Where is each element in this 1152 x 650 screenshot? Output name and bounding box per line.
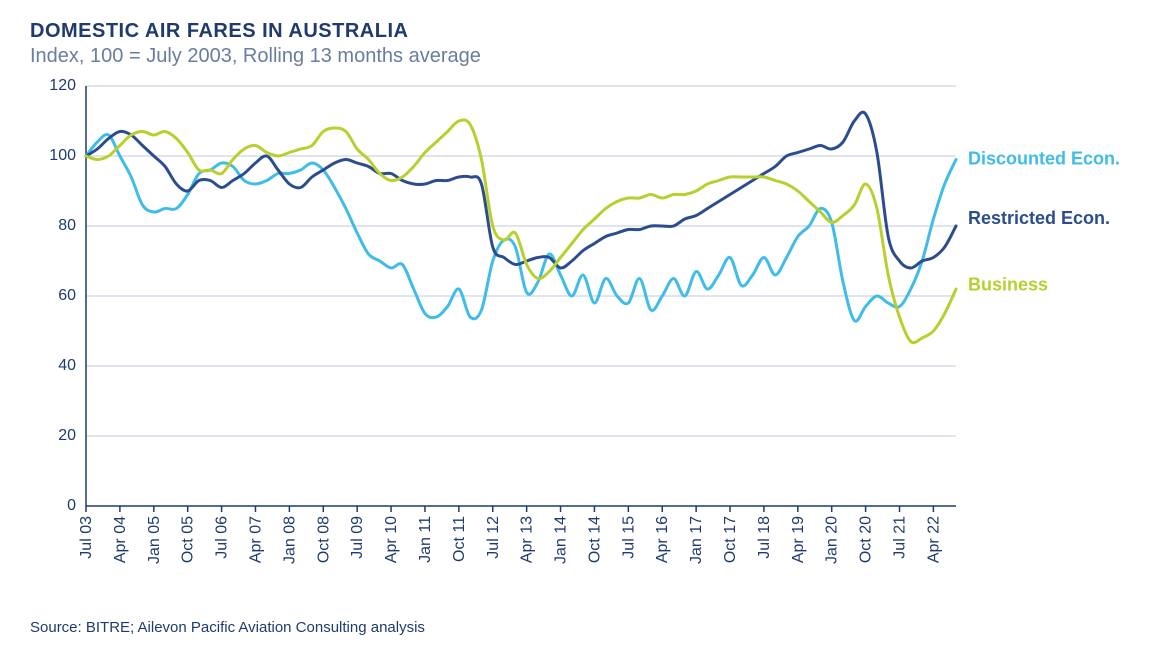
svg-text:Jan 14: Jan 14 <box>553 516 570 564</box>
svg-text:80: 80 <box>58 217 76 234</box>
svg-text:Jul 03: Jul 03 <box>78 516 95 559</box>
svg-text:Jan 17: Jan 17 <box>688 516 705 564</box>
series-label: Discounted Econ. <box>968 148 1120 168</box>
svg-text:Apr 22: Apr 22 <box>925 516 942 563</box>
svg-text:Apr 04: Apr 04 <box>112 516 129 563</box>
series-label: Business <box>968 274 1048 294</box>
svg-text:Apr 13: Apr 13 <box>519 516 536 563</box>
svg-text:Jul 21: Jul 21 <box>892 516 909 559</box>
chart-container: DOMESTIC AIR FARES IN AUSTRALIA Index, 1… <box>0 0 1152 650</box>
svg-text:Jan 11: Jan 11 <box>417 516 434 563</box>
source-text: Source: BITRE; Ailevon Pacific Aviation … <box>30 619 425 636</box>
svg-text:Jul 09: Jul 09 <box>349 516 366 559</box>
svg-text:100: 100 <box>49 147 76 164</box>
svg-text:0: 0 <box>67 497 76 514</box>
svg-text:Apr 19: Apr 19 <box>790 516 807 563</box>
svg-text:Jul 06: Jul 06 <box>214 516 231 559</box>
svg-text:Jul 18: Jul 18 <box>756 516 773 559</box>
svg-text:120: 120 <box>49 77 76 94</box>
svg-text:Apr 16: Apr 16 <box>654 516 671 563</box>
svg-text:Jan 05: Jan 05 <box>146 516 163 564</box>
svg-text:Jul 15: Jul 15 <box>620 516 637 559</box>
svg-text:Jul 12: Jul 12 <box>485 516 502 559</box>
svg-text:Apr 07: Apr 07 <box>247 516 264 563</box>
chart-subtitle: Index, 100 = July 2003, Rolling 13 month… <box>30 45 1122 68</box>
svg-text:Oct 11: Oct 11 <box>451 516 468 562</box>
series-label: Restricted Econ. <box>968 208 1110 228</box>
svg-text:60: 60 <box>58 287 76 304</box>
svg-text:Jan 20: Jan 20 <box>824 516 841 564</box>
svg-text:Oct 17: Oct 17 <box>722 516 739 563</box>
svg-text:Jan 08: Jan 08 <box>281 516 298 564</box>
svg-text:20: 20 <box>58 427 76 444</box>
line-chart: 0 20 40 60 80 100 120 Jul 03 Apr 04 Jan 05 Oct 05 J… <box>30 68 1122 608</box>
svg-text:Oct 14: Oct 14 <box>586 516 603 563</box>
svg-text:Apr 10: Apr 10 <box>383 516 400 563</box>
svg-text:Oct 08: Oct 08 <box>315 516 332 563</box>
chart-title: DOMESTIC AIR FARES IN AUSTRALIA <box>30 20 1122 43</box>
svg-text:Oct 20: Oct 20 <box>858 516 875 563</box>
svg-text:40: 40 <box>58 357 76 374</box>
svg-text:Oct 05: Oct 05 <box>180 516 197 563</box>
